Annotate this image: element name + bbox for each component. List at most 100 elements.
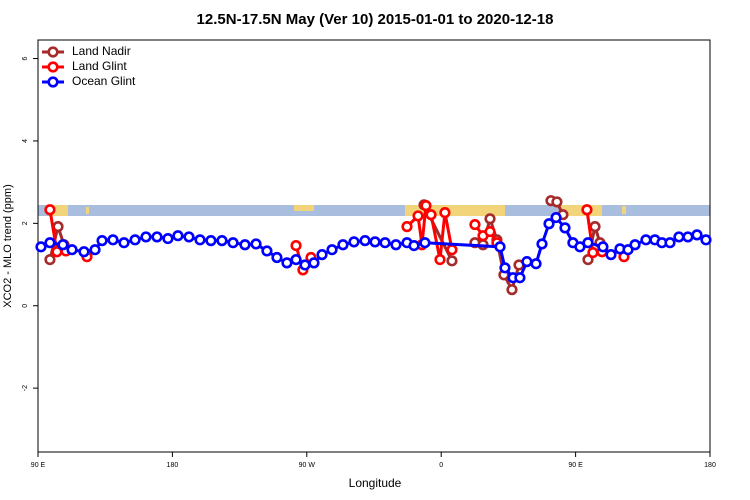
data-point [589, 221, 601, 233]
data-point [419, 237, 431, 249]
data-point [66, 244, 78, 256]
data-point [44, 237, 56, 249]
data-point [183, 231, 195, 243]
data-point [96, 235, 108, 247]
data-point [673, 231, 685, 243]
y-axis-label: XCO2 - MLO trend (ppm) [2, 184, 14, 307]
data-point [78, 246, 90, 258]
data-point [205, 235, 217, 247]
data-point [434, 253, 446, 266]
y-tick-label: -2 [22, 385, 29, 391]
data-point [629, 239, 641, 251]
data-point [216, 235, 228, 247]
x-tick-label: 90 E [568, 462, 583, 469]
data-point [326, 244, 338, 256]
ocean-strip [38, 205, 710, 216]
data-point [359, 235, 371, 247]
data-point [261, 245, 273, 257]
data-point [559, 222, 571, 234]
data-point [379, 237, 391, 249]
data-point [129, 234, 141, 246]
data-point [691, 229, 703, 241]
data-point [348, 236, 360, 248]
data-point [682, 231, 694, 243]
data-point [551, 196, 563, 208]
data-point [194, 234, 206, 246]
data-point [162, 232, 174, 245]
land-patch [405, 205, 505, 216]
data-point [446, 255, 458, 267]
data-point [536, 238, 548, 250]
plot-area [35, 195, 712, 296]
data-point [107, 234, 119, 246]
y-tick-label: 0 [22, 304, 29, 308]
data-point [239, 239, 251, 251]
data-point [581, 204, 593, 216]
data-point [412, 210, 424, 222]
x-tick-label: 90 W [299, 462, 316, 469]
data-point [700, 234, 712, 246]
data-point [172, 230, 184, 242]
data-point [52, 221, 64, 233]
land-patch [622, 206, 626, 214]
x-tick-label: 90 E [31, 462, 46, 469]
y-tick-label: 6 [22, 56, 29, 60]
legend-label: Land Glint [72, 59, 127, 73]
data-point [494, 241, 506, 253]
data-point [337, 239, 349, 251]
data-point [271, 251, 283, 264]
data-point [408, 239, 420, 252]
data-point [484, 225, 496, 238]
data-point [369, 236, 381, 248]
data-point [664, 237, 676, 249]
x-tick-label: 180 [167, 462, 179, 469]
data-point [290, 239, 302, 252]
data-point [281, 257, 293, 269]
land-patch [86, 207, 89, 214]
data-point [484, 213, 496, 225]
data-point [622, 244, 634, 256]
x-axis-label: Longitude [349, 476, 402, 490]
data-point [530, 258, 542, 270]
data-point [44, 253, 56, 266]
data-point [420, 200, 432, 212]
legend-label: Ocean Glint [72, 74, 136, 88]
data-point [44, 204, 56, 216]
chart-title: 12.5N-17.5N May (Ver 10) 2015-01-01 to 2… [197, 11, 554, 28]
legend-marker [47, 61, 59, 73]
legend-marker [47, 46, 59, 58]
y-tick-label: 4 [22, 139, 29, 143]
data-point [514, 272, 526, 284]
data-point [640, 234, 652, 246]
data-point [35, 241, 47, 253]
data-point [401, 221, 413, 233]
data-point [425, 209, 437, 221]
data-point [140, 231, 152, 243]
data-point [151, 231, 163, 243]
map-strip [38, 205, 710, 216]
data-point [89, 244, 101, 256]
data-point [582, 237, 594, 249]
data-point [605, 249, 617, 261]
data-point [227, 237, 239, 249]
land-patch [560, 205, 602, 216]
data-point [597, 241, 609, 253]
x-tick-label: 180 [704, 462, 716, 469]
y-tick-label: 2 [22, 221, 29, 225]
data-point [550, 211, 562, 224]
data-point [446, 244, 458, 256]
data-point [521, 256, 533, 268]
data-point [439, 207, 451, 219]
land-patch [294, 205, 314, 211]
data-point [290, 253, 302, 266]
data-point [469, 218, 481, 231]
data-point [390, 239, 402, 251]
data-point [316, 249, 328, 261]
data-point [57, 239, 69, 251]
legend-marker [47, 76, 59, 88]
land-patch [52, 205, 68, 216]
data-point [587, 246, 599, 259]
data-point [308, 257, 320, 269]
